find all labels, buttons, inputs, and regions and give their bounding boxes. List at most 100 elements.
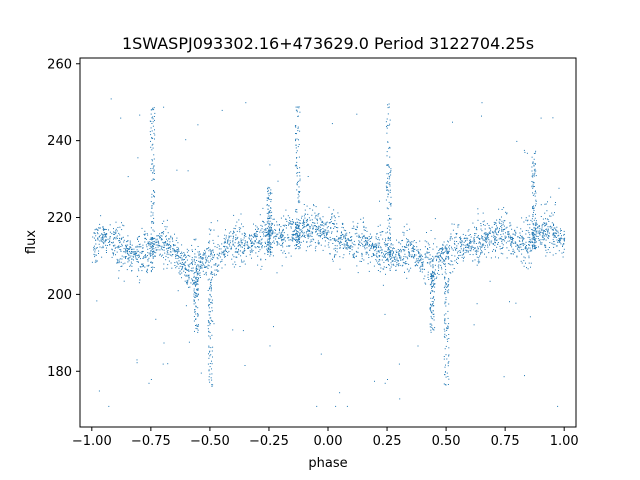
data-point — [459, 241, 461, 243]
data-point — [531, 238, 533, 240]
data-point — [221, 251, 223, 253]
data-point — [534, 170, 536, 172]
data-point — [407, 239, 409, 240]
data-point — [218, 270, 220, 272]
data-point — [513, 250, 515, 252]
data-point — [387, 244, 388, 246]
data-point — [387, 243, 389, 244]
data-point — [201, 267, 203, 269]
data-point — [448, 338, 450, 339]
data-point — [428, 244, 430, 246]
data-point — [334, 217, 336, 219]
data-point — [446, 329, 448, 331]
data-point — [408, 251, 410, 253]
data-point — [267, 197, 269, 199]
data-point — [211, 368, 212, 370]
data-point — [367, 242, 369, 244]
data-point — [447, 250, 449, 252]
data-point — [140, 258, 141, 260]
data-point — [273, 242, 275, 244]
data-point — [447, 285, 449, 287]
data-point — [95, 243, 97, 245]
data-point — [221, 109, 223, 111]
data-point — [461, 244, 463, 246]
data-point — [485, 256, 487, 258]
data-point — [381, 249, 383, 251]
data-point — [99, 234, 101, 236]
data-point — [142, 257, 144, 259]
data-point — [303, 231, 305, 233]
data-point — [269, 223, 271, 225]
data-point — [191, 262, 193, 264]
data-point — [162, 231, 164, 233]
data-point — [480, 243, 481, 245]
data-point — [116, 237, 118, 239]
data-point — [377, 256, 379, 258]
data-point — [558, 250, 560, 252]
data-point — [231, 258, 233, 260]
data-point — [242, 330, 244, 332]
data-point — [166, 244, 168, 246]
data-point — [195, 285, 196, 287]
data-point — [316, 234, 318, 236]
data-point — [311, 232, 313, 234]
data-point — [348, 239, 350, 241]
data-point — [150, 266, 152, 268]
data-point — [308, 236, 310, 238]
data-point — [487, 234, 489, 236]
data-point — [273, 218, 275, 220]
data-point — [361, 258, 363, 260]
data-point — [177, 263, 179, 265]
data-point — [483, 243, 485, 245]
data-point — [210, 229, 212, 231]
data-point — [304, 237, 306, 238]
data-point — [206, 266, 208, 268]
data-point — [143, 233, 145, 235]
data-point — [269, 231, 271, 233]
data-point — [560, 243, 562, 245]
data-point — [428, 279, 430, 280]
data-point — [445, 255, 447, 257]
data-point — [152, 121, 154, 123]
data-point — [296, 161, 298, 163]
data-point — [444, 293, 446, 295]
data-point — [260, 258, 262, 260]
data-point — [556, 226, 558, 228]
data-point — [151, 149, 153, 151]
data-point — [119, 258, 121, 260]
data-point — [273, 237, 275, 239]
data-point — [480, 246, 482, 248]
data-point — [366, 244, 368, 246]
data-point — [146, 268, 148, 270]
data-point — [303, 215, 305, 217]
data-point — [197, 124, 199, 126]
data-point — [323, 231, 325, 233]
data-point — [511, 228, 513, 230]
data-point — [310, 244, 312, 246]
data-point — [445, 286, 447, 288]
data-point — [306, 231, 308, 232]
data-point — [373, 247, 374, 248]
data-point — [337, 212, 339, 214]
data-point — [358, 236, 360, 238]
data-point — [213, 255, 215, 257]
data-point — [152, 107, 154, 109]
data-point — [277, 180, 279, 182]
data-point — [313, 239, 315, 241]
data-point — [268, 251, 270, 253]
data-point — [445, 283, 447, 285]
data-point — [123, 256, 125, 258]
data-point — [237, 242, 239, 244]
data-point — [268, 205, 270, 207]
data-point — [228, 235, 230, 237]
data-point — [296, 221, 298, 223]
data-point — [419, 260, 421, 262]
data-point — [315, 250, 317, 252]
data-point — [450, 260, 452, 262]
data-point — [208, 304, 210, 306]
data-point — [102, 239, 104, 241]
data-point — [380, 267, 382, 269]
data-point — [525, 247, 527, 249]
data-point — [444, 285, 446, 287]
data-point — [197, 279, 198, 281]
